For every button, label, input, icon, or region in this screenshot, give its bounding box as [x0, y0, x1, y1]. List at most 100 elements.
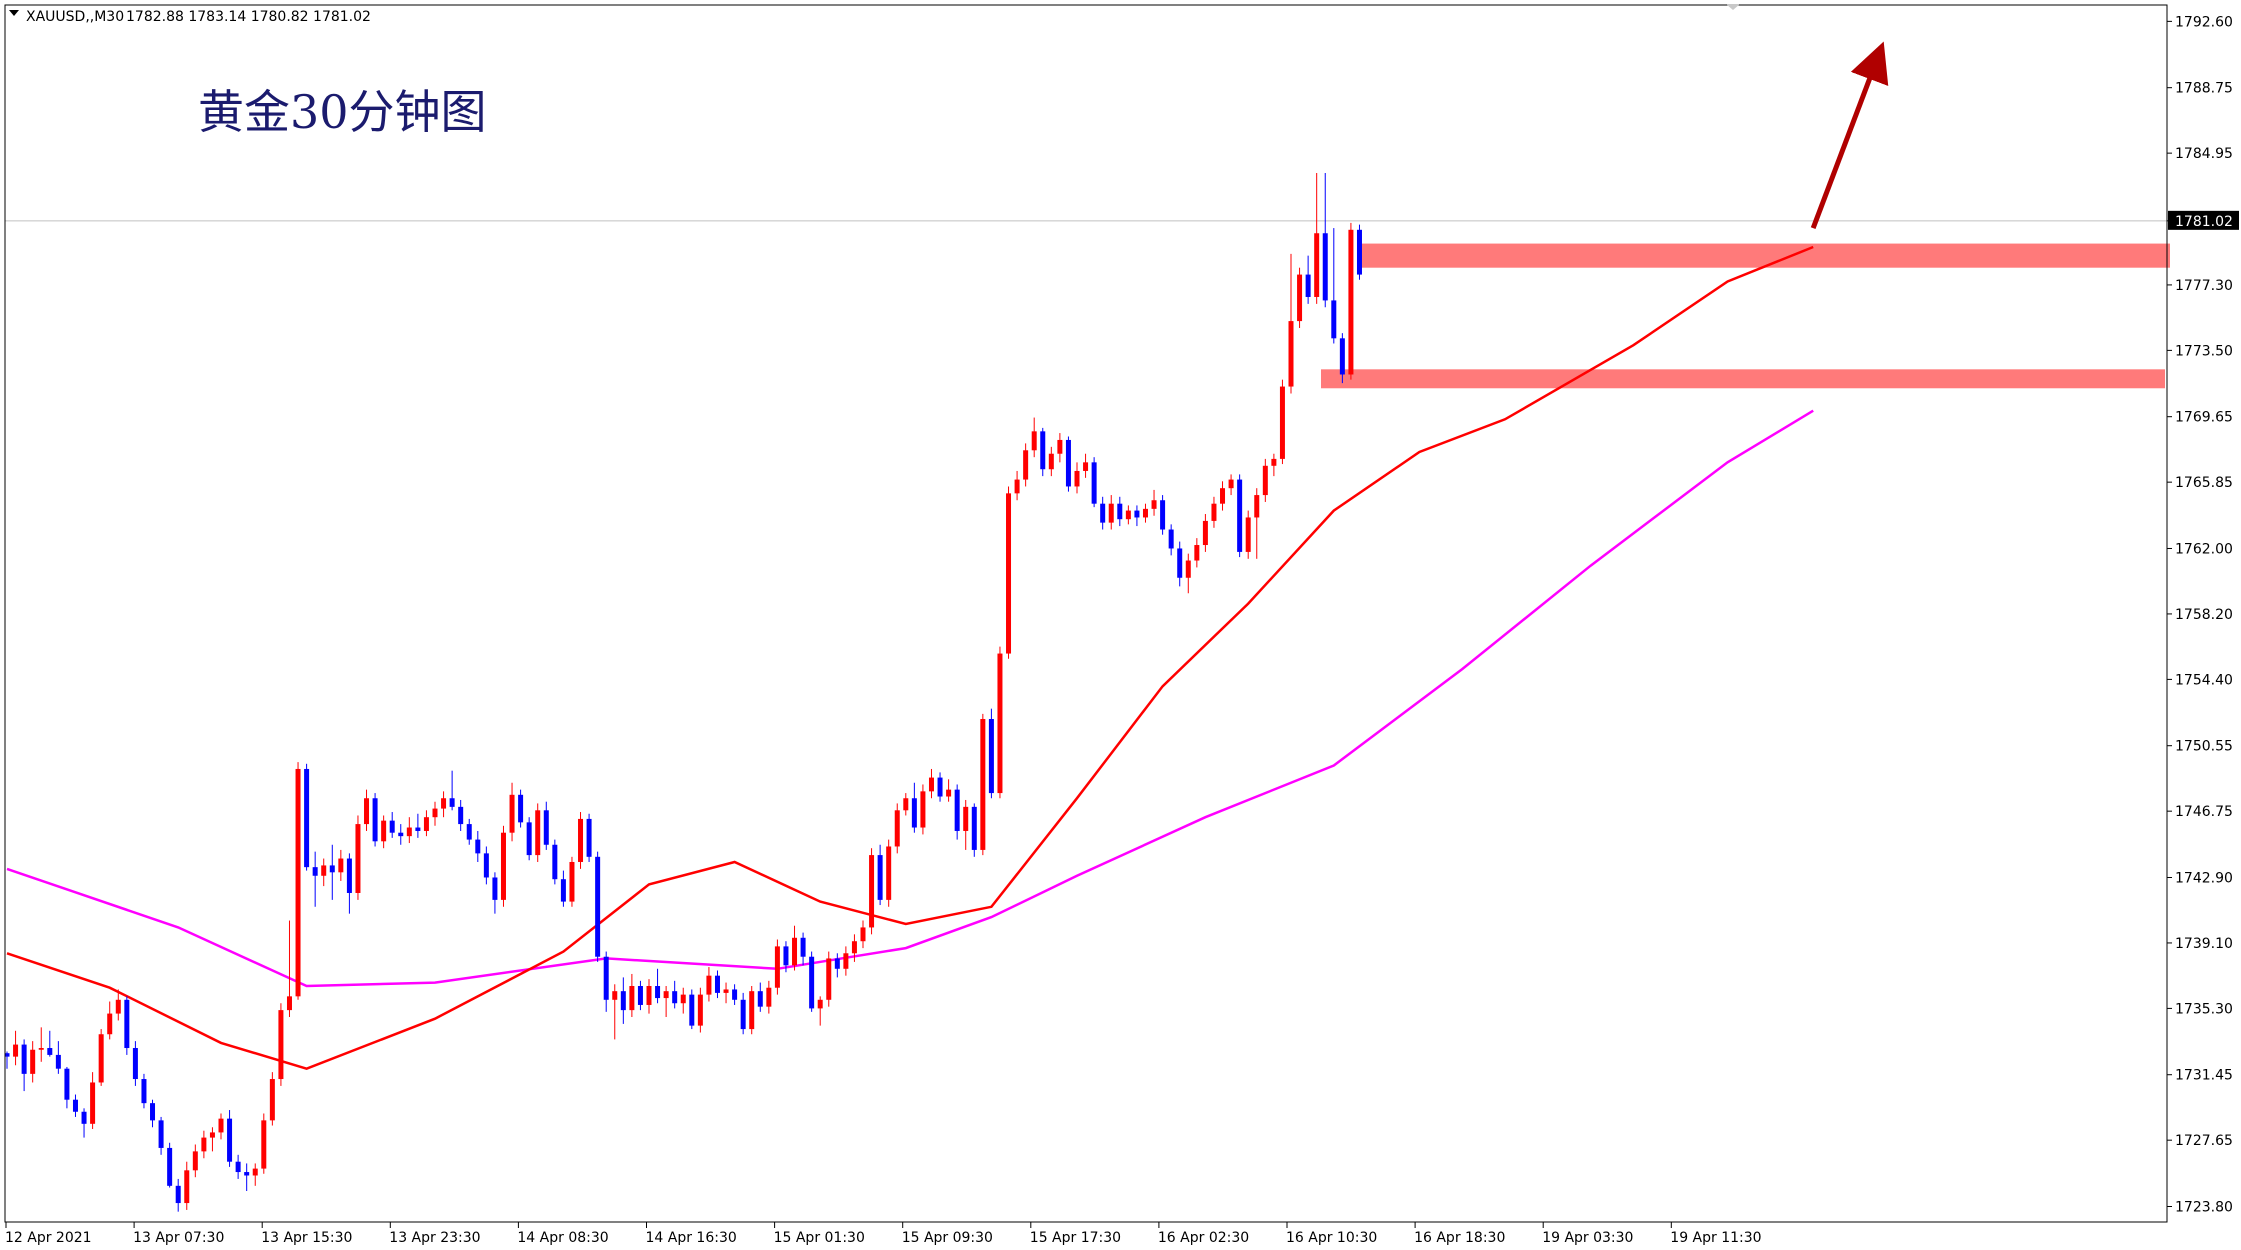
candle	[132, 1041, 138, 1086]
candle-body	[569, 861, 575, 902]
candle	[1305, 255, 1311, 304]
candle	[869, 848, 875, 935]
candle	[1125, 505, 1131, 525]
candle	[714, 970, 720, 999]
candle-body	[680, 994, 686, 1004]
candle-body	[509, 794, 515, 833]
candle-body	[1160, 500, 1166, 530]
candle	[1245, 510, 1251, 559]
candle-body	[997, 653, 1003, 794]
candle	[971, 803, 977, 857]
candle-body	[141, 1079, 147, 1104]
candle	[1271, 453, 1277, 477]
candle	[697, 987, 703, 1033]
candle-body	[809, 956, 815, 1009]
candle	[312, 851, 318, 907]
candle-body	[1006, 493, 1012, 654]
candle-body	[851, 941, 857, 954]
candle-body	[1168, 529, 1174, 549]
candle	[1254, 488, 1260, 559]
candle	[235, 1154, 241, 1179]
candle-body	[543, 810, 549, 845]
candle-body	[612, 991, 618, 1000]
candle	[552, 839, 558, 885]
y-tick-label: 1758.20	[2175, 607, 2233, 623]
candle-body	[732, 989, 738, 1000]
candle	[783, 941, 789, 973]
candle	[475, 830, 481, 862]
candle-body	[1220, 488, 1226, 504]
candle	[107, 1001, 113, 1040]
y-tick-label: 1739.10	[2175, 936, 2233, 952]
candle-body	[252, 1168, 258, 1176]
candle-body	[1245, 517, 1251, 552]
candle-body	[1237, 479, 1243, 552]
x-tick-label: 14 Apr 08:30	[517, 1230, 608, 1246]
shift-marker-icon[interactable]	[1726, 4, 1740, 10]
candle-body	[415, 827, 421, 831]
candle	[1356, 224, 1362, 280]
candle-body	[1356, 229, 1362, 275]
candle-body	[620, 991, 626, 1011]
candle	[792, 925, 798, 971]
x-tick-label: 16 Apr 10:30	[1286, 1230, 1377, 1246]
candle	[586, 813, 592, 862]
candle	[38, 1027, 44, 1062]
candle-body	[774, 946, 780, 988]
candle-body	[458, 806, 464, 825]
candle-body	[629, 986, 635, 1011]
x-tick-label: 13 Apr 07:30	[133, 1230, 224, 1246]
candle-body	[209, 1132, 215, 1138]
candle-body	[646, 986, 652, 1005]
ohlc-readout: 1782.88 1783.14 1780.82 1781.02	[126, 9, 371, 25]
candle	[843, 946, 849, 976]
y-tick-label: 1735.30	[2175, 1001, 2233, 1017]
candle-body	[449, 798, 455, 807]
candle-body	[834, 958, 840, 969]
candle	[1322, 172, 1328, 308]
candle-body	[278, 1010, 284, 1080]
candle-body	[1339, 338, 1345, 375]
ma-slow-line	[6, 409, 1814, 988]
candle-body	[227, 1118, 233, 1162]
candle-body	[886, 846, 892, 900]
candle-body	[894, 810, 900, 847]
candle	[526, 817, 532, 861]
candle	[595, 851, 601, 962]
candle-body	[792, 937, 798, 966]
candle	[834, 953, 840, 978]
candle-body	[192, 1151, 198, 1171]
candle	[860, 920, 866, 949]
candle-body	[578, 818, 584, 862]
candle	[928, 768, 934, 799]
x-tick-label: 19 Apr 11:30	[1670, 1230, 1761, 1246]
candle	[1331, 228, 1337, 344]
candle	[415, 813, 421, 838]
candle	[1288, 253, 1294, 394]
candle	[800, 932, 806, 966]
candle	[655, 968, 661, 1004]
candle	[1083, 453, 1089, 478]
candle	[167, 1142, 173, 1188]
candle	[30, 1041, 36, 1083]
candle-body	[1151, 500, 1157, 509]
trend-arrow	[1810, 41, 1889, 229]
y-tick-label: 1723.80	[2175, 1199, 2233, 1215]
x-tick-label: 15 Apr 17:30	[1030, 1230, 1121, 1246]
current-price-badge	[2168, 210, 2239, 230]
candle	[1262, 458, 1268, 502]
candle	[637, 980, 643, 1011]
candle	[689, 989, 695, 1030]
candle-body	[175, 1185, 181, 1204]
candle-body	[90, 1082, 96, 1124]
candle	[1185, 553, 1191, 594]
candle-body	[1331, 300, 1337, 339]
candle	[569, 856, 575, 907]
candle	[483, 846, 489, 885]
candle-body	[1194, 545, 1200, 561]
candle-body	[1202, 520, 1208, 546]
candle-body	[398, 832, 404, 837]
candle-body	[55, 1054, 61, 1069]
menu-triangle-icon[interactable]	[9, 10, 19, 16]
